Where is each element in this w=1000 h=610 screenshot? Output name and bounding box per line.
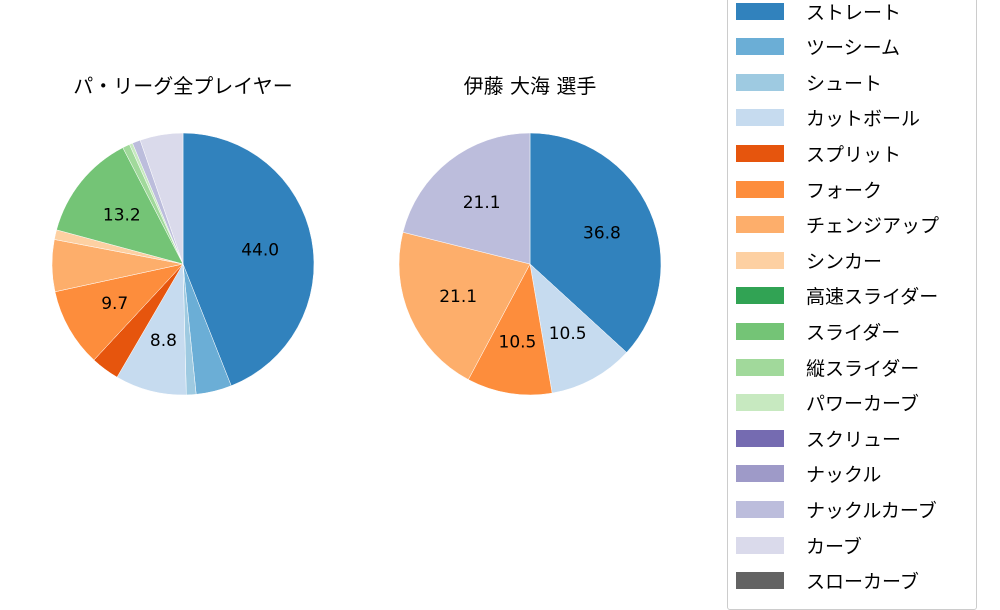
legend-item: シンカー bbox=[736, 248, 883, 273]
slice-value-label: 21.1 bbox=[439, 287, 477, 307]
legend-swatch bbox=[736, 216, 784, 234]
legend-label: ツーシーム bbox=[806, 37, 901, 60]
slice-value-label: 10.5 bbox=[549, 324, 587, 344]
legend-label: スクリュー bbox=[806, 428, 902, 451]
legend-label: カットボール bbox=[806, 108, 921, 131]
legend-item: ストレート bbox=[736, 0, 902, 24]
legend-item: シュート bbox=[736, 70, 883, 95]
legend-swatch bbox=[736, 322, 784, 340]
legend-item: 縦スライダー bbox=[736, 355, 920, 380]
pie-slice bbox=[402, 132, 531, 265]
legend-swatch bbox=[736, 429, 784, 447]
slice-value-label: 21.1 bbox=[463, 193, 501, 213]
left-chart-title: パ・リーグ全プレイヤー bbox=[73, 74, 293, 98]
legend-item: ナックルカーブ bbox=[736, 497, 937, 522]
pie-slice bbox=[56, 147, 184, 265]
legend-item: チェンジアップ bbox=[736, 213, 939, 237]
legend-label: チェンジアップ bbox=[806, 215, 940, 238]
legend-swatch bbox=[736, 394, 784, 412]
pie-slice bbox=[182, 132, 315, 387]
legend-swatch bbox=[736, 73, 784, 91]
pie-slice bbox=[54, 263, 184, 361]
pie-slice bbox=[529, 132, 662, 353]
legend-item: カーブ bbox=[736, 533, 862, 558]
legend-label: フォーク bbox=[806, 179, 883, 202]
legend-label: シンカー bbox=[806, 250, 883, 273]
legend-swatch bbox=[736, 358, 784, 376]
legend-item: ツーシーム bbox=[736, 35, 900, 59]
legend-label: シュート bbox=[806, 72, 883, 95]
right-chart-title: 伊藤 大海 選手 bbox=[463, 74, 597, 98]
legend-item: カットボール bbox=[736, 106, 920, 130]
league-pie-chart: 44.0 8.8 9.7 13.2 bbox=[51, 132, 315, 396]
legend-label: ストレート bbox=[806, 1, 902, 24]
legend-label: スローカーブ bbox=[806, 571, 919, 594]
legend-item: スクリュー bbox=[736, 426, 902, 451]
pie-slice bbox=[467, 263, 553, 396]
slice-value-label: 8.8 bbox=[150, 331, 177, 351]
legend-swatch bbox=[736, 251, 784, 269]
legend-item: スライダー bbox=[736, 319, 901, 344]
legend-item: 高速スライダー bbox=[736, 284, 938, 308]
legend-item: パワーカーブ bbox=[736, 391, 919, 415]
legend-swatch bbox=[736, 572, 784, 590]
legend-swatch bbox=[736, 38, 784, 56]
legend-swatch bbox=[736, 536, 784, 554]
legend-label: ナックル bbox=[806, 464, 882, 487]
legend-item: スプリット bbox=[736, 141, 902, 166]
player-pie-chart: 36.8 10.5 10.5 21.1 21.1 bbox=[398, 132, 662, 396]
legend-label: ナックルカーブ bbox=[806, 499, 937, 522]
legend-swatch bbox=[736, 287, 784, 305]
legend-item: フォーク bbox=[736, 177, 883, 202]
legend-label: スプリット bbox=[806, 143, 902, 166]
legend-label: 高速スライダー bbox=[806, 286, 939, 309]
pie-slice bbox=[529, 263, 627, 394]
legend-swatch bbox=[736, 500, 784, 518]
pie-slice bbox=[139, 132, 184, 265]
legend-swatch bbox=[736, 109, 784, 127]
legend-swatch bbox=[736, 180, 784, 198]
legend-item: ナックル bbox=[736, 462, 881, 486]
slice-value-label: 36.8 bbox=[583, 223, 621, 243]
legend-swatch bbox=[736, 465, 784, 483]
slice-value-label: 10.5 bbox=[499, 333, 537, 353]
legend-swatch bbox=[736, 144, 784, 162]
legend-swatch bbox=[736, 2, 784, 20]
legend-item: スローカーブ bbox=[736, 569, 919, 593]
slice-value-label: 13.2 bbox=[103, 206, 141, 226]
slice-value-label: 9.7 bbox=[101, 294, 128, 314]
legend: ストレートツーシームシュートカットボール スプリットフォークチェンジアップ シンカー… bbox=[727, 0, 977, 610]
legend-label: パワーカーブ bbox=[806, 393, 919, 416]
legend-label: カーブ bbox=[806, 535, 862, 558]
legend-label: スライダー bbox=[806, 321, 901, 344]
slice-value-label: 44.0 bbox=[241, 240, 279, 260]
pie-slice bbox=[398, 231, 531, 380]
legend-label: 縦スライダー bbox=[806, 357, 920, 380]
